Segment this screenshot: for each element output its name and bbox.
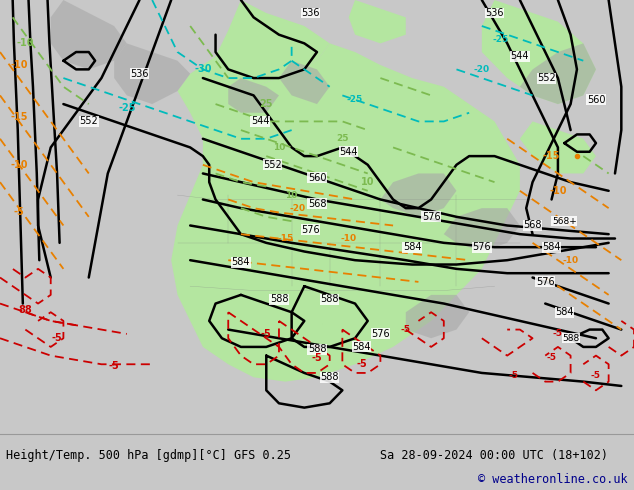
Polygon shape — [482, 0, 596, 104]
Text: 576: 576 — [422, 212, 441, 222]
Text: 588: 588 — [320, 372, 339, 382]
Text: -10: -10 — [340, 234, 357, 243]
Text: 568: 568 — [307, 199, 327, 209]
Text: 588: 588 — [307, 344, 327, 354]
Text: 10: 10 — [273, 143, 285, 152]
Text: 584: 584 — [555, 307, 574, 317]
Text: 536: 536 — [301, 8, 320, 18]
Text: 588: 588 — [320, 294, 339, 304]
Text: 568: 568 — [523, 220, 542, 230]
Text: -15: -15 — [277, 234, 294, 243]
Text: 584: 584 — [231, 257, 250, 268]
Polygon shape — [520, 44, 596, 104]
Text: -10: -10 — [10, 60, 28, 70]
Text: 552: 552 — [79, 117, 98, 126]
Text: -15: -15 — [10, 112, 28, 122]
Text: -25: -25 — [118, 103, 136, 113]
Text: -5: -5 — [508, 370, 519, 380]
Text: -5: -5 — [52, 333, 62, 343]
Text: -5: -5 — [547, 353, 557, 362]
Text: -30: -30 — [194, 64, 212, 74]
Text: -5: -5 — [553, 329, 563, 339]
Text: 544: 544 — [339, 147, 358, 157]
Text: Sa 28-09-2024 00:00 UTC (18+102): Sa 28-09-2024 00:00 UTC (18+102) — [380, 448, 609, 462]
Text: -10: -10 — [549, 186, 567, 196]
Text: -25: -25 — [493, 34, 509, 44]
Text: -15: -15 — [543, 151, 560, 161]
Text: 576: 576 — [301, 225, 320, 235]
Text: 568+: 568+ — [552, 217, 577, 226]
Text: -25: -25 — [347, 95, 363, 104]
Text: 560: 560 — [307, 173, 327, 183]
Text: 25: 25 — [259, 99, 273, 109]
Text: 544: 544 — [250, 117, 269, 126]
Text: -10: -10 — [10, 160, 28, 170]
Text: 88: 88 — [18, 305, 32, 315]
Text: 25: 25 — [336, 134, 349, 143]
Polygon shape — [406, 295, 469, 338]
Text: -5: -5 — [14, 207, 24, 218]
Text: -10: -10 — [16, 38, 34, 49]
Text: 560: 560 — [586, 95, 605, 105]
Polygon shape — [349, 0, 406, 44]
Polygon shape — [216, 0, 330, 87]
Text: Height/Temp. 500 hPa [gdmp][°C] GFS 0.25: Height/Temp. 500 hPa [gdmp][°C] GFS 0.25 — [6, 448, 292, 462]
Text: 588: 588 — [562, 334, 579, 343]
Text: 584: 584 — [542, 242, 561, 252]
Text: -5: -5 — [261, 329, 271, 339]
Polygon shape — [380, 173, 456, 217]
Text: -20: -20 — [474, 65, 490, 74]
Text: 10: 10 — [361, 177, 375, 187]
Polygon shape — [228, 78, 279, 113]
Text: 576: 576 — [472, 242, 491, 252]
Text: 552: 552 — [263, 160, 282, 170]
Polygon shape — [444, 208, 520, 251]
Text: -20: -20 — [290, 204, 306, 213]
Text: 544: 544 — [510, 51, 529, 61]
Text: -5: -5 — [312, 353, 322, 363]
Polygon shape — [279, 61, 330, 104]
Text: 10: 10 — [285, 191, 298, 199]
Text: 588: 588 — [269, 294, 288, 304]
Text: 576: 576 — [536, 277, 555, 287]
Polygon shape — [51, 0, 127, 70]
Text: -5: -5 — [591, 370, 601, 380]
Text: 552: 552 — [537, 73, 556, 83]
Text: 584: 584 — [403, 242, 422, 252]
Text: -10: -10 — [562, 256, 579, 265]
Text: 576: 576 — [371, 329, 390, 339]
Polygon shape — [520, 122, 596, 173]
Text: -5: -5 — [356, 359, 366, 369]
Text: 584: 584 — [352, 342, 371, 352]
Text: © weatheronline.co.uk: © weatheronline.co.uk — [478, 473, 628, 487]
Text: 536: 536 — [485, 8, 504, 18]
Text: -5: -5 — [109, 362, 119, 371]
Polygon shape — [171, 44, 520, 382]
Polygon shape — [114, 44, 190, 104]
Text: 536: 536 — [130, 69, 149, 79]
Text: -5: -5 — [401, 325, 411, 334]
